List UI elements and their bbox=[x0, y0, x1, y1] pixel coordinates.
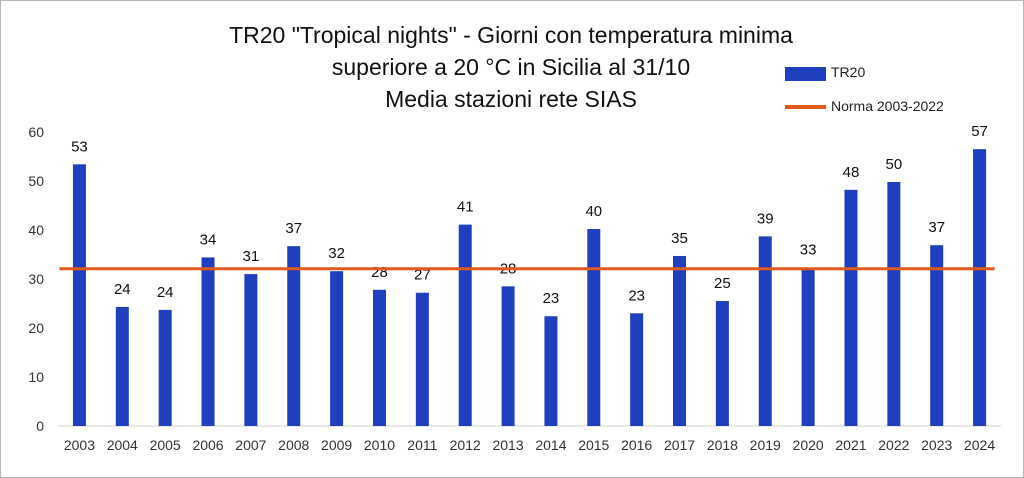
legend-line-swatch bbox=[785, 105, 826, 109]
x-tick-label: 2018 bbox=[707, 437, 738, 453]
x-tick-label: 2016 bbox=[621, 437, 652, 453]
y-tick-label: 10 bbox=[28, 369, 44, 385]
legend-line-label: Norma 2003-2022 bbox=[831, 98, 944, 114]
x-tick-label: 2012 bbox=[450, 437, 481, 453]
bar bbox=[930, 245, 944, 426]
x-tick-label: 2011 bbox=[407, 437, 437, 453]
bar-value-label: 37 bbox=[285, 220, 302, 237]
x-tick-label: 2010 bbox=[364, 437, 395, 453]
bar-value-label: 27 bbox=[414, 267, 431, 284]
x-tick-label: 2009 bbox=[321, 437, 352, 453]
bar-value-label: 40 bbox=[585, 203, 602, 220]
x-tick-label: 2008 bbox=[278, 437, 309, 453]
bar-value-label: 32 bbox=[328, 245, 345, 262]
y-tick-label: 0 bbox=[36, 418, 44, 434]
x-tick-label: 2004 bbox=[107, 437, 138, 453]
x-tick-label: 2013 bbox=[492, 437, 523, 453]
x-tick-label: 2020 bbox=[793, 437, 824, 453]
bar-value-label: 37 bbox=[928, 219, 945, 236]
bar bbox=[158, 309, 172, 426]
bar bbox=[544, 316, 558, 426]
bar-value-label: 34 bbox=[200, 231, 217, 248]
legend-bar-label: TR20 bbox=[831, 64, 866, 80]
bar-value-label: 53 bbox=[71, 138, 88, 155]
bar bbox=[673, 255, 687, 426]
chart-title: TR20 "Tropical nights" - Giorni con temp… bbox=[151, 19, 871, 115]
bar-value-label: 23 bbox=[628, 287, 645, 304]
bar-value-label: 41 bbox=[457, 199, 474, 216]
bar bbox=[115, 306, 129, 426]
chart-title-line-3: Media stazioni rete SIAS bbox=[385, 86, 637, 112]
x-tick-label: 2024 bbox=[964, 437, 995, 453]
y-tick-label: 40 bbox=[28, 222, 44, 238]
x-tick-label: 2007 bbox=[235, 437, 266, 453]
chart-title-line-2: superiore a 20 °C in Sicilia al 31/10 bbox=[331, 54, 691, 80]
bar bbox=[501, 286, 515, 426]
bar bbox=[287, 246, 301, 426]
bar bbox=[844, 189, 858, 426]
x-tick-label: 2022 bbox=[878, 437, 909, 453]
x-tick-label: 2017 bbox=[664, 437, 695, 453]
x-tick-label: 2005 bbox=[150, 437, 181, 453]
bar-value-label: 48 bbox=[843, 164, 860, 181]
x-tick-label: 2019 bbox=[750, 437, 781, 453]
bar bbox=[587, 229, 601, 426]
bar-value-label: 28 bbox=[371, 264, 388, 281]
bar-value-label: 50 bbox=[885, 156, 902, 173]
x-tick-label: 2015 bbox=[578, 437, 609, 453]
bar-value-label: 25 bbox=[714, 275, 731, 292]
legend-bar-swatch bbox=[785, 67, 826, 81]
bar bbox=[801, 267, 815, 426]
x-tick-label: 2023 bbox=[921, 437, 952, 453]
x-tick-label: 2003 bbox=[64, 437, 95, 453]
bar-value-label: 57 bbox=[971, 123, 988, 140]
bar bbox=[458, 224, 472, 426]
bar bbox=[887, 181, 901, 426]
y-tick-label: 20 bbox=[28, 320, 44, 336]
bar bbox=[244, 274, 258, 426]
bar-value-label: 23 bbox=[543, 290, 560, 307]
bar-value-label: 31 bbox=[243, 248, 260, 265]
bar bbox=[201, 257, 215, 426]
bar bbox=[330, 271, 344, 426]
bar bbox=[630, 313, 644, 426]
x-tick-label: 2021 bbox=[835, 437, 866, 453]
y-tick-label: 30 bbox=[28, 271, 44, 287]
x-tick-label: 2014 bbox=[535, 437, 566, 453]
y-tick-label: 50 bbox=[28, 173, 44, 189]
bar bbox=[372, 289, 386, 426]
bar bbox=[973, 149, 987, 426]
bar bbox=[415, 292, 429, 426]
chart-title-line-1: TR20 "Tropical nights" - Giorni con temp… bbox=[229, 22, 793, 48]
bar bbox=[715, 301, 729, 426]
bar-value-label: 24 bbox=[114, 281, 131, 298]
bar bbox=[758, 236, 772, 426]
y-tick-label: 60 bbox=[28, 124, 44, 140]
x-tick-label: 2006 bbox=[192, 437, 223, 453]
bar-value-label: 35 bbox=[671, 230, 688, 247]
bar bbox=[72, 164, 86, 426]
bar-value-label: 33 bbox=[800, 242, 817, 259]
bar-value-label: 39 bbox=[757, 210, 774, 227]
bar-value-label: 24 bbox=[157, 284, 174, 301]
